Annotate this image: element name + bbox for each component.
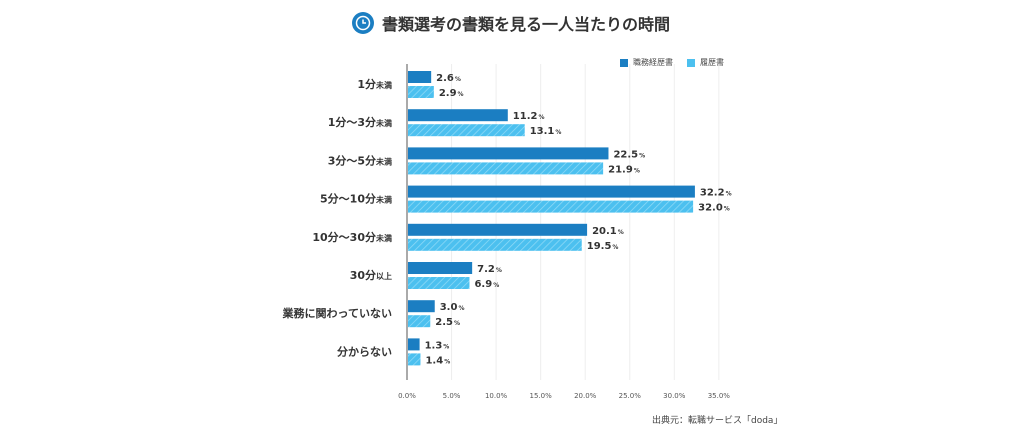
bar-series1: [408, 262, 473, 274]
bar-series1: [408, 71, 432, 83]
category-label: 3分〜5分未満: [328, 153, 392, 167]
bar-series2: [408, 124, 525, 137]
bar-series1: [408, 147, 609, 160]
bar-series2: [408, 353, 421, 366]
category-label: 1分未満: [357, 77, 392, 91]
data-label: 20.1%: [592, 226, 624, 237]
data-label: 32.2%: [700, 188, 732, 199]
category-label: 分からない: [337, 344, 392, 358]
x-tick-label: 5.0%: [443, 392, 461, 400]
bar-series1: [408, 338, 420, 351]
bar-series2: [408, 86, 434, 98]
source-note: 出典元：転職サービス「doda」: [652, 416, 783, 426]
data-label: 32.0%: [698, 203, 730, 214]
data-label: 2.6%: [436, 73, 461, 84]
data-label: 2.5%: [435, 317, 460, 328]
legend-label: 職務経歴書: [633, 58, 673, 67]
clock-icon: [352, 12, 374, 34]
data-label: 3.0%: [440, 302, 465, 313]
category-label: 30分以上: [350, 268, 392, 282]
data-label: 6.9%: [474, 279, 499, 290]
data-label: 19.5%: [587, 241, 619, 252]
legend-swatch: [687, 58, 695, 67]
data-label: 7.2%: [477, 264, 502, 275]
bar-series1: [408, 300, 435, 313]
bar-series1: [408, 109, 508, 122]
legend: 職務経歴書 履歴書: [620, 57, 724, 68]
bar-series2: [408, 277, 470, 289]
bar-series1: [408, 223, 588, 236]
legend-item-series2: 履歴書: [687, 57, 724, 68]
bar-series2: [408, 200, 694, 213]
x-tick-label: 0.0%: [398, 392, 416, 400]
data-label: 11.2%: [513, 111, 545, 122]
category-label: 5分〜10分未満: [320, 192, 392, 206]
chart-title: 書類選考の書類を見る一人当たりの時間: [352, 8, 670, 38]
x-tick-label: 25.0%: [619, 392, 642, 400]
x-tick-label: 20.0%: [574, 392, 597, 400]
category-label: 10分〜30分未満: [312, 230, 392, 244]
x-tick-label: 35.0%: [708, 392, 731, 400]
x-tick-label: 15.0%: [530, 392, 553, 400]
bar-series2: [408, 238, 582, 251]
data-label: 21.9%: [608, 164, 640, 175]
data-label: 13.1%: [530, 126, 562, 137]
legend-swatch: [620, 58, 628, 67]
bar-series2: [408, 315, 431, 328]
legend-label: 履歴書: [700, 58, 724, 67]
data-label: 2.9%: [439, 88, 464, 99]
bar-series2: [408, 162, 604, 175]
legend-item-series1: 職務経歴書: [620, 57, 673, 68]
x-tick-label: 10.0%: [485, 392, 508, 400]
title-text: 書類選考の書類を見る一人当たりの時間: [382, 15, 671, 34]
bar-series1: [408, 185, 695, 198]
data-label: 1.4%: [425, 355, 450, 366]
category-label: 1分〜3分未満: [328, 115, 392, 129]
data-label: 1.3%: [425, 340, 450, 351]
category-label: 業務に関わっていない: [282, 306, 392, 320]
x-tick-label: 30.0%: [663, 392, 686, 400]
data-label: 22.5%: [613, 149, 645, 160]
